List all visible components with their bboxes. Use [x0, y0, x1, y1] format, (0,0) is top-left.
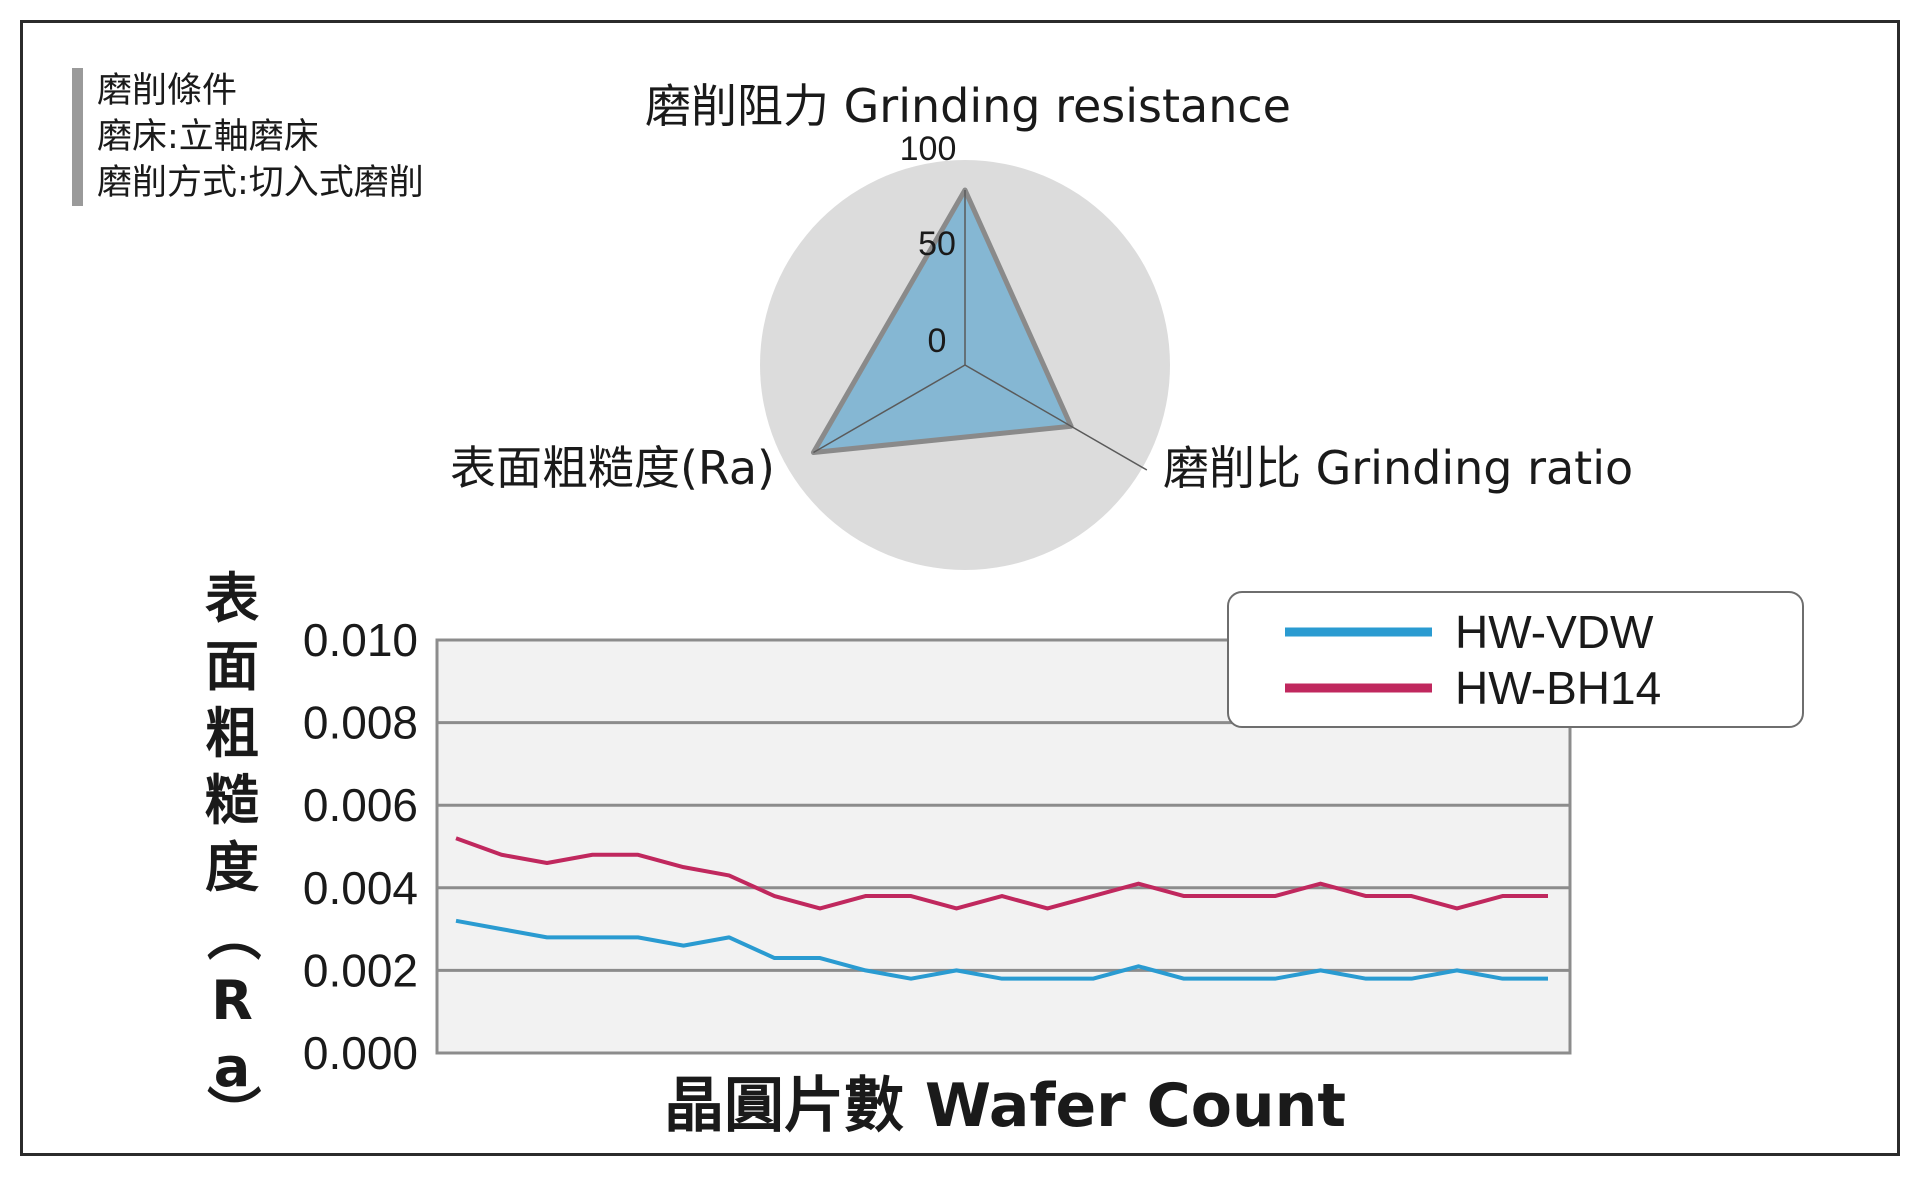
y-axis-label-char: 度	[205, 836, 259, 899]
y-axis-label-char: 面	[205, 635, 259, 698]
line-chart: 0.000 0.002 0.004 0.006 0.008 0.010 表面粗糙度 （ Ra）…	[201, 567, 1804, 1141]
y-axis-label-char: ）	[201, 1085, 264, 1139]
grinding-conditions: 磨削條件 磨床:立軸磨床 磨削方式:切入式磨削	[72, 68, 424, 206]
y-tick-label: 0.006	[303, 779, 418, 831]
radar-tick-label: 0	[928, 322, 947, 360]
radar-spoke	[964, 364, 1148, 471]
y-tick-label: 0.004	[303, 862, 418, 914]
radar-axis-label: 表面粗糙度(Ra)	[450, 441, 775, 495]
conditions-title: 磨削條件	[97, 71, 238, 111]
y-axis-label-char: 表	[205, 567, 259, 630]
x-axis-label: 晶圓片數 Wafer Count	[664, 1071, 1346, 1141]
series-line-hw-bh14	[455, 836, 1548, 911]
legend-label: HW-BH14	[1455, 662, 1661, 714]
radar-tick-label: 100	[900, 130, 957, 168]
radar-area	[810, 187, 1074, 455]
radar-axis-label: 磨削比 Grinding ratio	[1163, 441, 1633, 495]
series-lines	[455, 836, 1548, 981]
radar-spokes	[813, 190, 1148, 471]
y-tick-label: 0.002	[303, 944, 418, 996]
radar-tick-labels: 100 50 0	[900, 130, 957, 360]
radar-axis-label: 磨削阻力 Grinding resistance	[645, 79, 1291, 133]
radar-tick-label: 50	[918, 225, 956, 263]
y-axis-label-char: a	[214, 1036, 250, 1099]
radar-axis-labels: 磨削阻力 Grinding resistance 磨削比 Grinding rat…	[450, 79, 1633, 495]
y-tick-label: 0.010	[303, 614, 418, 666]
y-axis-label-char: 粗	[205, 702, 259, 765]
y-axis-label-char: 糙	[205, 769, 259, 832]
radar-chart: 100 50 0 磨削阻力 Grinding resistance 磨削比 Grindi…	[450, 79, 1633, 570]
y-tick-labels: 0.000 0.002 0.004 0.006 0.008 0.010	[303, 614, 418, 1079]
y-tick-label: 0.008	[303, 697, 418, 749]
conditions-machine: 磨床:立軸磨床	[97, 117, 319, 157]
legend-label: HW-VDW	[1455, 606, 1654, 658]
legend-box	[1227, 591, 1804, 728]
series-line-hw-vdw	[455, 918, 1548, 981]
y-axis-label-char: R	[211, 969, 253, 1032]
radar-spoke	[813, 364, 966, 454]
y-axis-label-char: （	[201, 907, 264, 961]
y-axis-label: 表面粗糙度 （ Ra）	[201, 567, 264, 1139]
gridlines	[437, 638, 1570, 1055]
conditions-method: 磨削方式:切入式磨削	[97, 163, 424, 203]
y-tick-label: 0.000	[303, 1027, 418, 1079]
